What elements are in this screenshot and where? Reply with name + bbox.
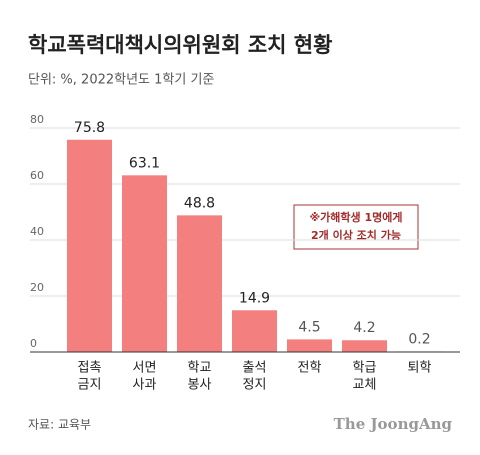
bar <box>67 139 112 352</box>
logo: The JoongAng <box>334 415 453 433</box>
x-tick-label: 학급 <box>353 361 377 376</box>
x-tick-label: 서면 <box>133 361 157 376</box>
y-tick-label: 20 <box>30 281 44 294</box>
y-tick-label: 60 <box>30 169 44 182</box>
x-tick-label: 교체 <box>353 378 377 393</box>
value-label: 75.8 <box>74 120 105 136</box>
bar <box>232 310 277 352</box>
bar <box>287 339 332 352</box>
value-label: 63.1 <box>129 155 160 171</box>
x-tick-label: 사과 <box>133 378 157 393</box>
chart-subtitle: 단위: %, 2022학년도 1학기 기준 <box>28 73 214 88</box>
annotation: ※가해학생 1명에게 <box>309 210 402 224</box>
value-label: 14.9 <box>239 290 270 306</box>
value-label: 0.2 <box>408 331 430 347</box>
x-tick-label: 출석 <box>243 361 267 376</box>
bar <box>177 215 222 352</box>
chart-title: 학교폭력대책시의위원회 조치 현황 <box>28 33 332 57</box>
x-tick-label: 접촉 <box>78 361 102 376</box>
bar <box>342 340 387 352</box>
x-tick-label: 봉사 <box>188 378 212 393</box>
x-tick-label: 금지 <box>78 378 102 393</box>
x-tick-label: 정지 <box>243 378 267 393</box>
x-tick-label: 학교 <box>188 361 212 376</box>
bar <box>122 175 167 352</box>
value-label: 4.2 <box>353 320 375 336</box>
y-tick-label: 0 <box>30 337 37 350</box>
value-label: 48.8 <box>184 195 215 211</box>
source: 자료: 교육부 <box>28 418 91 432</box>
annotation-box <box>293 204 419 250</box>
value-label: 4.5 <box>298 319 320 335</box>
y-tick-label: 80 <box>30 113 44 126</box>
y-tick-label: 40 <box>30 225 44 238</box>
annotation: 2개 이상 조치 가능 <box>311 228 401 242</box>
x-tick-label: 전학 <box>298 361 322 376</box>
x-tick-label: 퇴학 <box>408 361 432 376</box>
